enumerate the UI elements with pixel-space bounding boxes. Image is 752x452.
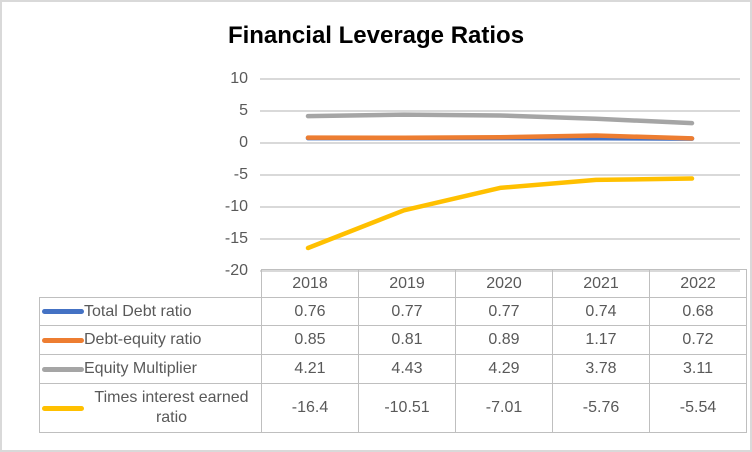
value-cell: 0.77 — [455, 297, 553, 326]
gridline — [260, 174, 740, 176]
data-table: 2018 2019 2020 2021 2022 Total Debt ratio 0.76… — [39, 269, 747, 433]
table-row: Times interest earned ratio -16.4 -10.51 -7… — [39, 383, 747, 433]
value-cell: 4.43 — [358, 354, 456, 384]
series-label-cell: Debt-equity ratio — [39, 325, 262, 355]
value-cell: 0.77 — [358, 297, 456, 326]
year-header-cell: 2021 — [552, 269, 650, 298]
legend-line-icon — [42, 337, 84, 343]
legend-entry: Times interest earned ratio — [40, 387, 261, 429]
gridline — [260, 142, 740, 144]
chart-title: Financial Leverage Ratios — [227, 22, 525, 49]
value-cell: 4.29 — [455, 354, 553, 384]
table-row: Debt-equity ratio 0.85 0.81 0.89 1.17 0.72 — [39, 325, 747, 355]
series-line-equity-multiplier — [305, 112, 695, 126]
year-header-cell: 2019 — [358, 269, 456, 298]
value-cell: -7.01 — [455, 383, 553, 433]
table-row: Total Debt ratio 0.76 0.77 0.77 0.74 0.68 — [39, 297, 747, 326]
value-cell: 0.68 — [649, 297, 747, 326]
legend-line-icon — [42, 366, 84, 372]
year-header-cell: 2022 — [649, 269, 747, 298]
y-axis-tick-label: 5 — [239, 102, 248, 119]
value-cell: 1.17 — [552, 325, 650, 355]
legend-line-icon — [42, 309, 84, 314]
value-cell: -5.76 — [552, 383, 650, 433]
value-cell: 4.21 — [261, 354, 359, 384]
y-axis-tick-label: -20 — [224, 262, 248, 279]
y-axis-tick-label: -15 — [224, 230, 248, 247]
value-cell: 3.78 — [552, 354, 650, 384]
series-name: Debt-equity ratio — [84, 331, 202, 348]
value-cell: -16.4 — [261, 383, 359, 433]
table-header-row: 2018 2019 2020 2021 2022 — [40, 269, 747, 298]
series-label-cell: Equity Multiplier — [39, 354, 262, 384]
legend-entry: Equity Multiplier — [40, 358, 261, 380]
legend-line-icon — [42, 405, 84, 411]
value-cell: -10.51 — [358, 383, 456, 433]
value-cell: 0.76 — [261, 297, 359, 326]
series-line-debt-equity-ratio — [305, 133, 695, 141]
value-cell: 0.85 — [261, 325, 359, 355]
value-cell: 0.89 — [455, 325, 553, 355]
gridline — [260, 238, 740, 240]
series-line-times-interest-earned-ratio — [305, 176, 695, 251]
series-name: Total Debt ratio — [84, 302, 192, 320]
value-cell: 0.81 — [358, 325, 456, 355]
legend-entry: Total Debt ratio — [40, 301, 261, 323]
year-header-cell: 2020 — [455, 269, 553, 298]
value-cell: 0.72 — [649, 325, 747, 355]
series-lines — [305, 112, 695, 251]
value-cell: -5.54 — [649, 383, 747, 433]
series-label-cell: Total Debt ratio — [39, 297, 262, 326]
series-label-cell: Times interest earned ratio — [39, 383, 262, 433]
y-axis-tick-label: -5 — [233, 166, 248, 183]
value-cell: 0.74 — [552, 297, 650, 326]
y-axis-tick-label: -10 — [224, 198, 248, 215]
legend-entry: Debt-equity ratio — [40, 329, 261, 351]
year-header-cell: 2018 — [261, 269, 359, 298]
gridline — [260, 78, 740, 80]
gridline — [260, 110, 740, 112]
series-name: Equity Multiplier — [84, 360, 197, 377]
value-cell: 3.11 — [649, 354, 747, 384]
y-axis-tick-label: 0 — [239, 134, 248, 151]
table-row: Equity Multiplier 4.21 4.43 4.29 3.78 3.11 — [39, 354, 747, 384]
y-axis-tick-label: 10 — [230, 70, 248, 87]
series-name: Times interest earned ratio — [94, 389, 249, 426]
gridline — [260, 206, 740, 208]
blank-corner-cell — [40, 270, 262, 298]
